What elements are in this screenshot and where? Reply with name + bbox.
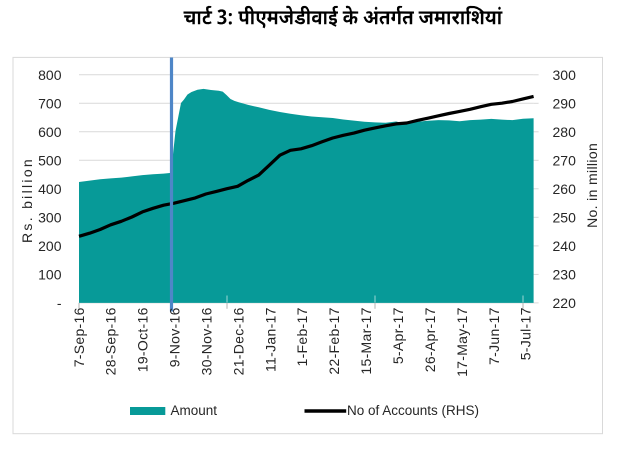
svg-text:7-Sep-16: 7-Sep-16 (71, 307, 87, 367)
svg-text:17-May-17: 17-May-17 (454, 307, 470, 377)
svg-text:200: 200 (38, 238, 62, 254)
svg-text:No of Accounts (RHS): No of Accounts (RHS) (347, 403, 479, 418)
svg-text:250: 250 (553, 209, 577, 225)
svg-text:300: 300 (38, 209, 62, 225)
svg-text:5-Jul-17: 5-Jul-17 (518, 307, 534, 360)
svg-text:260: 260 (553, 181, 577, 197)
svg-text:500: 500 (38, 152, 62, 168)
svg-text:240: 240 (553, 238, 577, 254)
svg-text:5-Apr-17: 5-Apr-17 (390, 307, 406, 364)
svg-text:220: 220 (553, 295, 577, 311)
svg-text:9-Nov-16: 9-Nov-16 (167, 307, 183, 367)
svg-text:290: 290 (553, 95, 577, 111)
svg-text:800: 800 (38, 67, 62, 83)
svg-text:600: 600 (38, 124, 62, 140)
svg-text:28-Sep-16: 28-Sep-16 (103, 307, 119, 375)
svg-text:Amount: Amount (171, 403, 218, 418)
svg-text:22-Feb-17: 22-Feb-17 (326, 307, 342, 374)
svg-text:21-Dec-16: 21-Dec-16 (230, 307, 246, 375)
svg-text:30-Nov-16: 30-Nov-16 (199, 307, 215, 375)
svg-text:-: - (57, 295, 62, 311)
svg-text:1-Feb-17: 1-Feb-17 (294, 307, 310, 366)
svg-text:Rs. billion: Rs. billion (19, 157, 35, 243)
svg-text:No. in million: No. in million (584, 143, 600, 228)
svg-text:280: 280 (553, 124, 577, 140)
svg-text:700: 700 (38, 95, 62, 111)
svg-text:400: 400 (38, 181, 62, 197)
svg-text:11-Jan-17: 11-Jan-17 (262, 307, 278, 372)
svg-text:300: 300 (553, 67, 577, 83)
svg-text:270: 270 (553, 152, 577, 168)
svg-text:19-Oct-16: 19-Oct-16 (135, 307, 151, 372)
svg-text:15-Mar-17: 15-Mar-17 (358, 307, 374, 374)
svg-text:230: 230 (553, 266, 577, 282)
svg-text:100: 100 (38, 266, 62, 282)
svg-text:7-Jun-17: 7-Jun-17 (486, 307, 502, 365)
svg-text:26-Apr-17: 26-Apr-17 (422, 307, 438, 372)
